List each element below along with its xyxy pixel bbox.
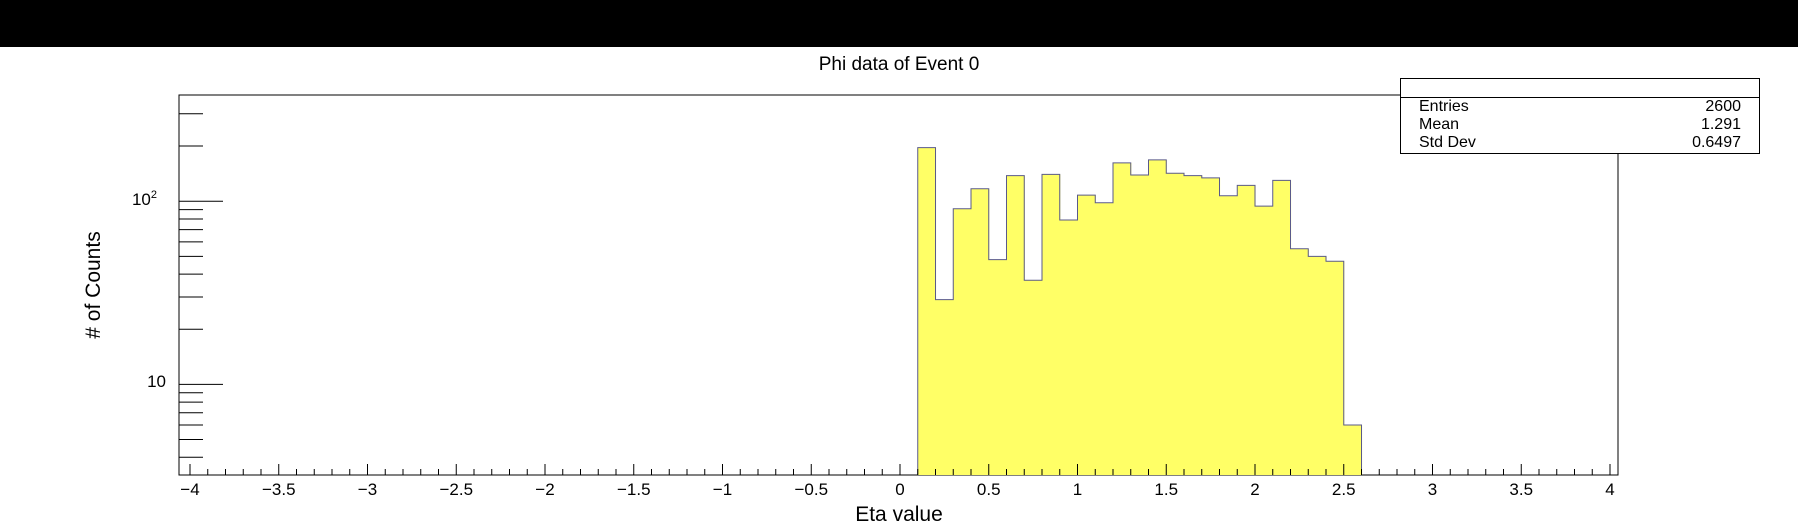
- y-axis-ticks: [179, 113, 223, 458]
- chart-title: Phi data of Event 0: [819, 54, 980, 75]
- y-tick-label: 10: [147, 372, 166, 391]
- y-axis-title: # of Counts: [82, 231, 105, 338]
- x-tick-label: 2.5: [1332, 480, 1356, 499]
- x-tick-label: 0.5: [977, 480, 1001, 499]
- x-tick-label: −0.5: [794, 480, 828, 499]
- x-axis-title: Eta value: [855, 503, 943, 525]
- histogram-bar: [1255, 206, 1274, 475]
- x-tick-label: 4: [1605, 480, 1614, 499]
- histogram-bars: [917, 147, 1363, 476]
- x-tick-label: 0: [895, 480, 904, 499]
- x-tick-label: −3: [358, 480, 377, 499]
- stat-entries-value: 2600: [1705, 98, 1741, 115]
- stat-mean-label: Mean: [1419, 116, 1460, 133]
- stat-entries-row: Entries 2600: [1401, 98, 1759, 116]
- histogram-bar: [1006, 175, 1025, 475]
- y-tick-label-exponent: 2: [151, 189, 157, 201]
- histogram-bar: [1290, 248, 1309, 475]
- x-tick-label: 1.5: [1154, 480, 1178, 499]
- histogram-bar: [1326, 261, 1345, 475]
- histogram-bar: [917, 147, 937, 475]
- plot-frame: [178, 94, 1619, 476]
- histogram-bar: [1166, 173, 1185, 476]
- y-tick-label: 102: [132, 189, 157, 209]
- histogram-bar: [1077, 195, 1096, 475]
- stat-std-value: 0.6497: [1692, 134, 1741, 151]
- x-axis-ticks: −4 −3.5 −3 −2.5 −2 −1.5 −1 −0.5 0 0.5 1 1.5 2 2.5 3 3.5…: [180, 464, 1615, 499]
- x-tick-label: 1: [1073, 480, 1082, 499]
- x-tick-label: 3.5: [1509, 480, 1533, 499]
- histogram-bar: [1308, 256, 1327, 475]
- x-tick-label: 2: [1250, 480, 1259, 499]
- histogram-bar: [971, 188, 990, 475]
- x-tick-label: −2.5: [439, 480, 473, 499]
- histogram-bar: [1113, 162, 1132, 475]
- x-tick-label: −1: [713, 480, 732, 499]
- x-tick-label: −4: [180, 480, 199, 499]
- histogram-outline: [917, 147, 1362, 475]
- histogram-bar: [1201, 177, 1221, 475]
- histogram-bar: [935, 299, 954, 475]
- histogram-bar: [953, 208, 972, 475]
- x-tick-label: 3: [1428, 480, 1437, 499]
- histogram-bar: [988, 259, 1008, 475]
- statistics-box-header: [1401, 79, 1759, 98]
- x-tick-label: −1.5: [617, 480, 651, 499]
- stat-std-row: Std Dev 0.6497: [1401, 134, 1759, 152]
- stat-mean-value: 1.291: [1700, 116, 1741, 133]
- histogram-bar: [1237, 185, 1256, 475]
- histogram-bar: [1148, 159, 1167, 475]
- histogram-bar: [1219, 195, 1238, 475]
- histogram-bar: [1024, 280, 1043, 475]
- statistics-box: Entries 2600 Mean 1.291 Std Dev 0.6497: [1400, 78, 1760, 154]
- histogram-bar: [1042, 174, 1061, 475]
- stat-mean-row: Mean 1.291: [1401, 116, 1759, 134]
- histogram-bar: [1130, 175, 1150, 475]
- y-tick-label-base: 10: [132, 190, 151, 209]
- stat-std-label: Std Dev: [1419, 134, 1476, 151]
- x-tick-label: −3.5: [262, 480, 296, 499]
- histogram-bar: [1184, 175, 1203, 475]
- histogram-bar: [1095, 202, 1114, 476]
- histogram-bar: [1343, 425, 1363, 475]
- stat-entries-label: Entries: [1419, 98, 1469, 115]
- histogram-bar: [1272, 180, 1292, 475]
- histogram-bar: [1059, 219, 1079, 475]
- x-tick-label: −2: [535, 480, 554, 499]
